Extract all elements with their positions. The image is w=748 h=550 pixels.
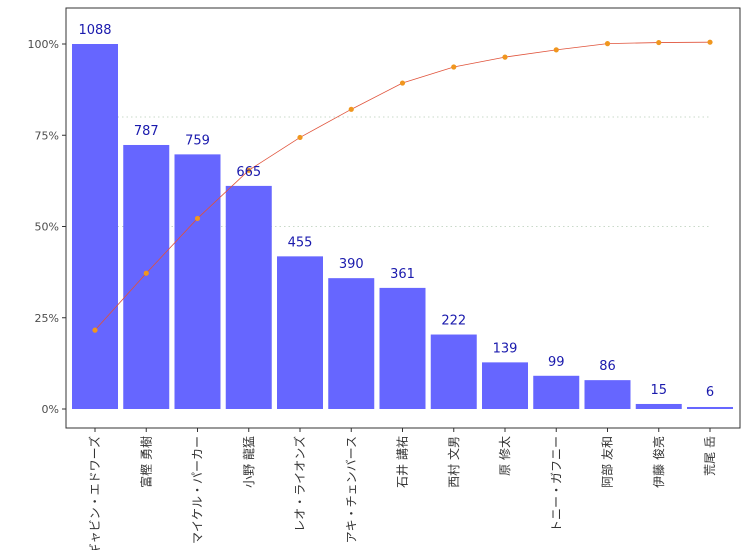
data-label-0: 1088 [78,23,111,38]
data-label-12: 6 [706,385,714,400]
x-tick-label-7: 西村 文男 [446,436,461,488]
x-tick-label-11: 伊藤 俊亮 [651,436,666,488]
data-label-11: 15 [650,383,667,398]
cumulative-point-1 [143,270,149,276]
x-tick-label-6: 石井 講祐 [395,436,410,488]
y-tick-label-2: 50% [35,221,59,234]
cumulative-point-2 [194,215,201,222]
y-tick-label-3: 75% [35,129,59,142]
bar-4 [277,256,323,409]
x-tick-label-2: マイケル・パーカー [191,436,205,544]
x-tick-label-1: 富樫 勇樹 [138,436,153,488]
data-label-10: 86 [599,359,616,374]
bar-1 [123,144,170,409]
data-label-3: 665 [236,165,261,180]
data-label-7: 222 [441,314,466,329]
x-tick-label-0: ギャビン・エドワーズ [87,436,102,550]
cumulative-point-6 [399,80,406,86]
bar-12 [687,406,733,409]
cumulative-point-5 [348,106,354,112]
y-tick-label-0: 0% [42,403,59,416]
grid-lines [95,116,710,227]
bars [72,44,733,409]
bar-7 [430,334,477,409]
bar-3 [225,185,272,409]
cumulative-point-8 [502,54,508,60]
cumulative-point-7 [451,64,457,70]
cumulative-point-12 [707,39,713,45]
cumulative-point-0 [92,327,98,333]
cumulative-point-4 [297,134,303,141]
data-label-4: 455 [288,235,313,250]
data-labels: 1088 787 759 665 455 390 361 222 139 99 86 15 6 [78,23,714,400]
bar-9 [533,375,580,409]
data-label-6: 361 [390,267,415,282]
x-tick-label-8: 原 修太 [497,436,512,476]
cumulative-point-9 [553,47,559,53]
data-label-5: 390 [339,257,364,272]
cumulative-point-10 [604,41,611,47]
bar-5 [328,278,375,409]
x-tick-label-12: 荒尾 岳 [703,436,717,476]
bar-2 [174,154,221,409]
bar-6 [379,287,426,409]
y-tick-label-1: 25% [35,312,59,325]
x-tick-label-5: アキ・チェンバース [344,436,358,543]
data-label-1: 787 [134,124,159,139]
bar-10 [584,380,631,409]
data-label-8: 139 [493,341,518,356]
y-tick-label-4: 100% [28,38,59,51]
bar-0 [72,44,118,409]
x-tick-label-4: レオ・ライオンズ [292,436,307,532]
cumulative-point-3 [246,167,252,173]
axes: 0% 25% 50% 75% 100% ギャビン・エドワーズ 富樫 勇樹 マイケル・パーカー 小… [28,38,717,550]
bar-8 [482,362,528,409]
cumulative-line [92,39,713,333]
bar-11 [635,403,682,409]
data-label-2: 759 [185,133,210,148]
x-tick-label-3: 小野 龍猛 [241,436,256,488]
data-label-9: 99 [548,355,565,370]
x-tick-label-10: 阿部 友和 [600,436,615,488]
x-tick-label-9: トニー・ガフニー [549,436,563,532]
cumulative-point-11 [656,39,662,46]
